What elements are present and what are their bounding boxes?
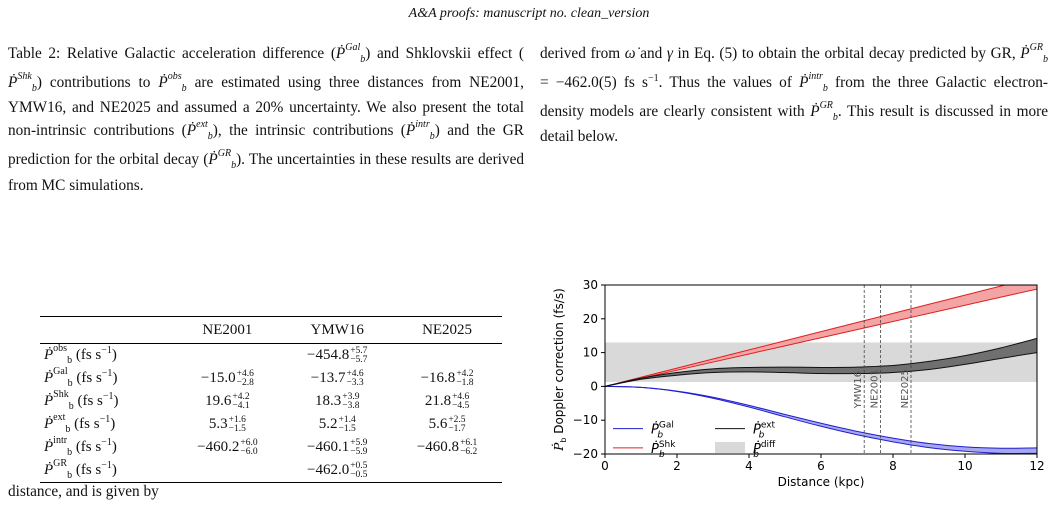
legend-label-diff: Ṗdiff b: [753, 440, 776, 460]
y-tick-label: 30: [583, 278, 598, 292]
legend-swatch-diff: [715, 441, 745, 453]
table-cell: 5.2 +1.4 −1.5: [318, 414, 356, 434]
table-caption: Table 2: Relative Galactic acceleration …: [8, 42, 525, 194]
table-cell: −460.8 +6.1 −6.2: [416, 437, 478, 457]
table-cell: −454.8 +5.7 −5.7: [306, 345, 368, 365]
table-cell: [392, 459, 502, 483]
y-tick-label: 10: [583, 346, 598, 360]
table-cell: −460.1 +5.9 −5.9: [306, 437, 368, 457]
row-label: ṖGRb (fs s−1): [44, 458, 117, 481]
y-tick-label: 0: [590, 379, 598, 393]
table-cell: −13.7 +4.6 −3.3: [310, 368, 364, 388]
plot-area: [605, 285, 1037, 454]
y-tick-label: 20: [583, 312, 598, 326]
band-ext: [605, 338, 1037, 387]
table-cell: 18.3 +3.9 −3.8: [314, 391, 360, 411]
legend-label-ext: Ṗext b: [753, 421, 776, 441]
body-text-fragment: distance, and is given by: [8, 483, 159, 500]
table-cell: [172, 344, 282, 368]
vline-label: NE2025: [900, 369, 911, 408]
table-header-blank: [40, 317, 172, 344]
col-header: NE2025: [422, 321, 473, 338]
row-label: Ṗextb (fs s−1): [44, 412, 116, 435]
legend-label-Gal: ṖGal b: [651, 421, 674, 441]
x-tick-label: 2: [673, 459, 681, 473]
body-paragraph: derived from ω̇ and γ in Eq. (5) to obta…: [540, 42, 1048, 146]
table-cell: [172, 459, 282, 483]
table-cell: [392, 344, 502, 368]
table-row: ṖShkb (fs s−1) 19.6 +4.2 −4.1 18.3 +3.9 −3.8 21…: [40, 389, 502, 413]
line-ext-upper: [605, 337, 1037, 387]
row-label: ṖGalb (fs s−1): [44, 366, 118, 389]
table-cell: −16.8 +4.2 −1.8: [420, 368, 474, 388]
x-tick-label: 8: [889, 459, 897, 473]
vline-label: NE2001: [869, 369, 880, 408]
table-cell: 5.3 +1.6 −1.5: [208, 414, 246, 434]
x-tick-label: 6: [817, 459, 825, 473]
x-tick-label: 4: [745, 459, 753, 473]
table-cell: −15.0 +4.6 −2.8: [200, 368, 254, 388]
results-table: NE2001 YMW16 NE2025 Ṗobsb (fs s−1) −454.8…: [40, 316, 502, 483]
doppler-correction-chart: YMW16 NE2001 NE2025 0 2 4 6 8 10 12 −20 −10 0 10 20 30 D…: [551, 278, 1045, 489]
table-row: Ṗextb (fs s−1) 5.3 +1.6 −1.5 5.2 +1.4 −1.5 5.6 +…: [40, 412, 502, 436]
line-Shk-lower: [605, 288, 1037, 387]
x-tick-label: 0: [601, 459, 609, 473]
x-axis-label: Distance (kpc): [778, 475, 865, 489]
table-row: ṖGalb (fs s−1) −15.0 +4.6 −2.8 −13.7 +4.6 −3.3…: [40, 366, 502, 390]
y-tick-label: −10: [573, 413, 598, 427]
table-row: Ṗintrb (fs s−1) −460.2 +6.0 −6.0 −460.1 +5.9−…: [40, 435, 502, 459]
col-header: YMW16: [310, 321, 364, 338]
row-label: Ṗintrb (fs s−1): [44, 435, 117, 458]
x-tick-label: 12: [1029, 459, 1044, 473]
band-Shk: [605, 285, 1037, 387]
line-ext-lower: [605, 352, 1037, 387]
row-label: Ṗobsb (fs s−1): [44, 343, 117, 366]
line-Shk-upper: [605, 285, 1008, 387]
table-row: Ṗobsb (fs s−1) −454.8 +5.7 −5.7: [40, 343, 502, 368]
table-cell: 5.6 +2.5 −1.7: [428, 414, 466, 434]
table-cell: 21.8 +4.6 −4.5: [424, 391, 470, 411]
table-cell: −462.0 +0.5 −0.5: [306, 460, 368, 480]
vline-label: YMW16: [853, 371, 864, 409]
row-label: ṖShkb (fs s−1): [44, 389, 119, 412]
line-Gal-lower: [605, 385, 1037, 454]
y-tick-label: −20: [573, 447, 598, 461]
table-cell: −460.2 +6.0 −6.0: [197, 437, 258, 457]
legend-label-Shk: ṖShk b: [651, 440, 676, 460]
y-axis-label: Ṗb Doppler correction (fs/s): [551, 288, 568, 452]
x-tick-label: 10: [957, 459, 972, 473]
col-header: NE2001: [202, 321, 253, 338]
table-row: ṖGRb (fs s−1) −462.0 +0.5 −0.5: [40, 458, 502, 483]
table-cell: 19.6 +4.2 −4.1: [205, 391, 250, 411]
running-header: A&A proofs: manuscript no. clean_version: [408, 6, 650, 21]
